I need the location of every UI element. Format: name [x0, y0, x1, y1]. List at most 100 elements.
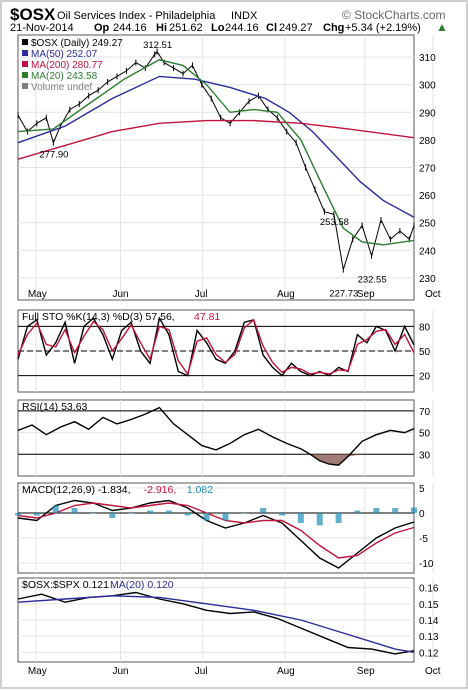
ratio-series-line-1: [17, 595, 415, 653]
price-x-tick-label: Jul: [195, 289, 208, 300]
ratio-y-tick-label: 0.13: [419, 632, 439, 643]
price-y-tick-label: 260: [419, 191, 436, 202]
high-label: Hi: [156, 22, 167, 34]
macd-series-line-0: [17, 499, 415, 569]
price-legend-entry: Volume undef: [31, 82, 92, 93]
macd-histogram-bar: [297, 513, 304, 523]
rsi-y-tick-label: 30: [419, 450, 431, 461]
watermark: © StockCharts.com: [342, 8, 446, 22]
macd-histogram-bar: [71, 508, 78, 513]
price-annotation: 232.55: [358, 275, 387, 286]
macd-histogram-bar: [241, 513, 248, 514]
rsi-series-line-0: [17, 406, 415, 466]
price-x-tick-label: May: [28, 289, 47, 300]
price-annotation: 312.51: [143, 40, 172, 51]
change-value: +5.34 (+2.19%): [345, 22, 421, 34]
price-series-line-2: [17, 119, 415, 160]
price-annotation: 227.73: [329, 288, 358, 299]
price-y-tick-label: 230: [419, 274, 436, 285]
macd-histogram-bar: [392, 508, 399, 513]
macd-histogram-bar: [184, 513, 191, 516]
change-arrow-icon: ▲: [436, 20, 448, 34]
low-label: Lo: [211, 22, 225, 34]
price-y-tick-label: 270: [419, 164, 436, 175]
price-legend-swatch: [22, 61, 28, 67]
ratio-y-tick-label: 0.14: [419, 616, 439, 627]
bottom-x-tick-label: Sep: [357, 666, 375, 677]
stochastic-series-line-1: [17, 318, 415, 376]
close-value: 249.27: [279, 22, 313, 34]
macd-histogram-bar: [316, 513, 323, 526]
price-annotation: 253.58: [320, 217, 349, 228]
price-y-tick-label: 290: [419, 108, 436, 119]
price-annotation: 277.90: [39, 150, 68, 161]
macd-series-line-1: [17, 502, 415, 559]
macd-panel-border: [17, 482, 415, 574]
ratio-y-tick-label: 0.12: [419, 648, 439, 659]
ratio-y-tick-label: 0.15: [419, 600, 439, 611]
price-series-line-1: [17, 75, 415, 218]
macd-legend-entry: -2.916,: [144, 484, 177, 496]
stochastic-legend-entry: 47.81: [194, 311, 220, 323]
price-legend-entry: $OSX (Daily) 249.27: [31, 38, 123, 49]
rsi-panel-border: [17, 399, 415, 477]
macd-histogram-bar: [52, 505, 59, 513]
macd-histogram-bar: [373, 508, 380, 513]
macd-histogram-bar: [279, 513, 285, 516]
macd-y-tick-label: 5: [419, 484, 425, 495]
ticker-symbol: $OSX: [10, 5, 56, 24]
price-x-tick-label: Oct: [425, 289, 441, 300]
stochastic-series-line-0: [17, 316, 415, 377]
price-legend-entry: MA(200) 280.77: [31, 60, 103, 71]
rsi-y-tick-label: 70: [419, 407, 431, 418]
price-series-line-0: [17, 50, 415, 270]
price-legend-entry: MA(50) 252.07: [31, 49, 98, 60]
price-legend-swatch: [22, 50, 28, 56]
exchange-label: INDX: [231, 10, 258, 22]
macd-histogram-bar: [165, 510, 172, 513]
macd-legend-entry: MACD(12,26,9) -1.834,: [22, 484, 131, 496]
change-label: Chg: [323, 22, 345, 34]
macd-histogram-bar: [335, 513, 342, 523]
macd-histogram-bar: [128, 513, 135, 514]
bottom-x-tick-label: Jun: [112, 666, 128, 677]
macd-histogram-bar: [222, 513, 229, 521]
bottom-x-tick-label: Jul: [195, 666, 208, 677]
ratio-y-tick-label: 0.16: [419, 584, 439, 595]
stochastic-y-tick-label: 80: [419, 322, 431, 333]
macd-histogram-bar: [90, 513, 97, 514]
macd-histogram-bar: [203, 513, 210, 521]
stochastic-y-tick-label: 50: [419, 347, 431, 358]
close-label: Cl: [266, 22, 277, 34]
macd-histogram-bar: [147, 510, 153, 513]
price-legend-swatch: [22, 83, 28, 89]
ratio-legend-entry: $OSX:$SPX 0.121: [22, 579, 109, 591]
macd-histogram-bar: [33, 513, 40, 516]
price-y-tick-label: 250: [419, 219, 436, 230]
price-y-tick-label: 280: [419, 136, 436, 147]
price-legend-swatch: [22, 39, 28, 45]
price-x-tick-label: Jun: [112, 289, 128, 300]
macd-y-tick-label: -10: [419, 559, 434, 570]
macd-legend-entry: 1.082: [187, 484, 213, 496]
quote-date: 21-Nov-2014: [10, 22, 74, 34]
bottom-x-tick-label: Aug: [277, 666, 295, 677]
rsi-y-tick-label: 50: [419, 429, 431, 440]
macd-histogram-bar: [354, 510, 361, 513]
price-y-tick-label: 310: [419, 53, 436, 64]
stochastic-legend-entry: Full STO %K(14,3) %D(3) 57.56,: [22, 311, 175, 323]
macd-y-tick-label: -5: [419, 534, 428, 545]
macd-histogram-bar: [260, 508, 267, 513]
rsi-panel-title: RSI(14) 53.63: [22, 401, 88, 413]
bottom-x-tick-label: May: [28, 666, 47, 677]
ratio-legend-entry: MA(20) 0.120: [110, 579, 174, 591]
macd-y-tick-label: 0: [419, 509, 425, 520]
ratio-series-line-0: [17, 591, 415, 655]
open-value: 244.16: [113, 22, 147, 34]
high-value: 251.62: [169, 22, 203, 34]
macd-histogram-bar: [411, 507, 417, 513]
stochastic-y-tick-label: 20: [419, 372, 431, 383]
price-legend-swatch: [22, 72, 28, 78]
